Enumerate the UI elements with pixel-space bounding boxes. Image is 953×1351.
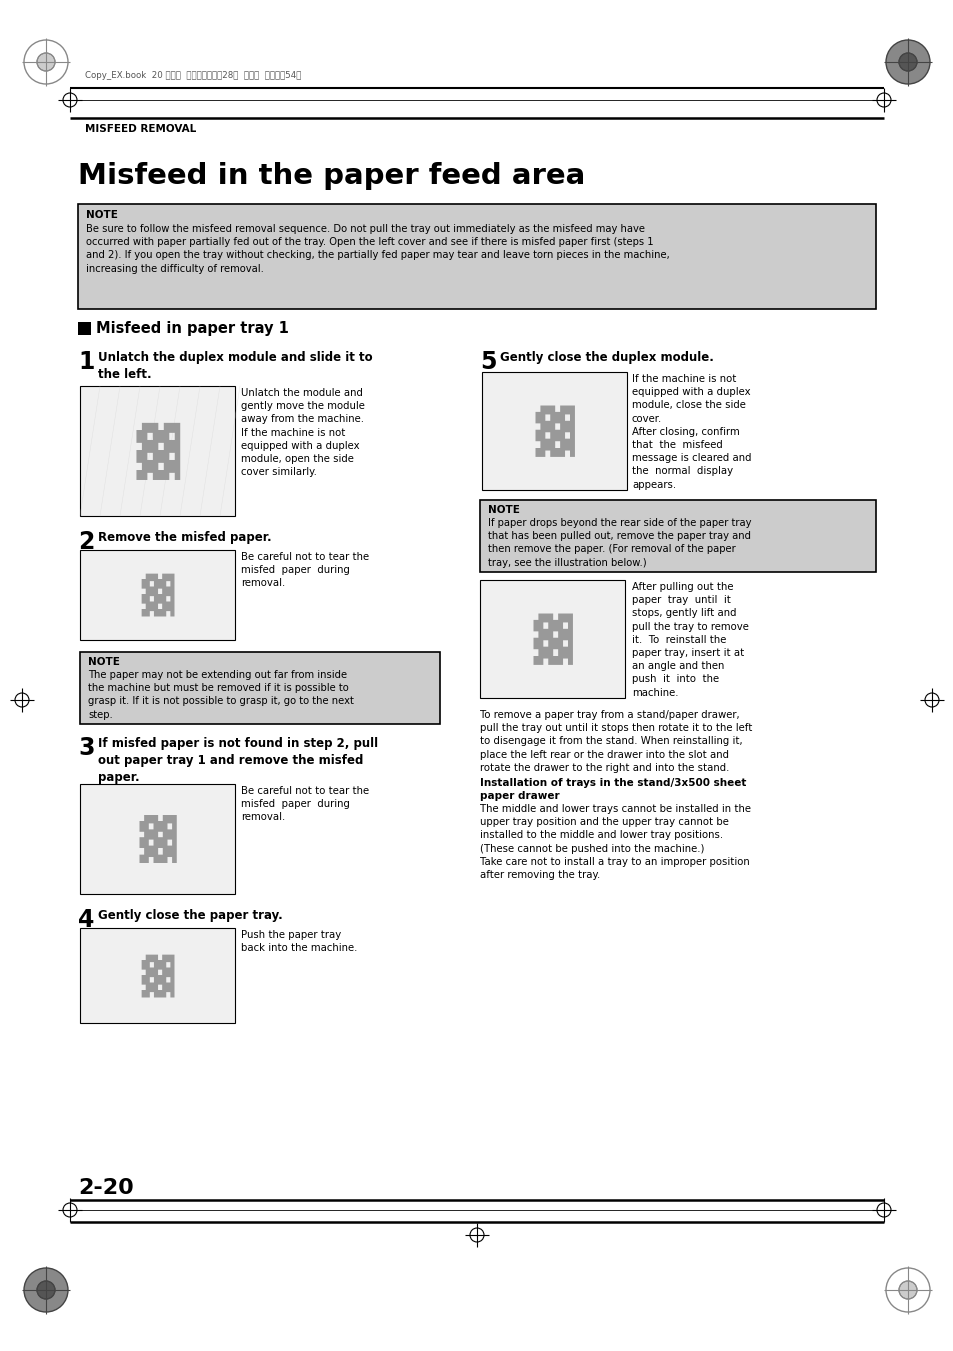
- Bar: [80, 653, 439, 724]
- Text: To remove a paper tray from a stand/paper drawer,
pull the tray out until it sto: To remove a paper tray from a stand/pape…: [479, 711, 752, 773]
- Bar: [78, 322, 91, 335]
- Text: Unlatch the module and
gently move the module
away from the machine.
If the mach: Unlatch the module and gently move the m…: [241, 388, 364, 477]
- Text: Remove the misfed paper.: Remove the misfed paper.: [98, 531, 272, 544]
- Text: 2: 2: [78, 530, 94, 554]
- Bar: [479, 580, 624, 698]
- Text: Misfeed in the paper feed area: Misfeed in the paper feed area: [78, 162, 584, 190]
- Text: Be careful not to tear the
misfed  paper  during
removal.: Be careful not to tear the misfed paper …: [241, 553, 369, 589]
- Text: ▓: ▓: [136, 423, 178, 480]
- Text: 4: 4: [78, 908, 94, 932]
- Text: Be careful not to tear the
misfed  paper  during
removal.: Be careful not to tear the misfed paper …: [241, 786, 369, 823]
- Text: MISFEED REMOVAL: MISFEED REMOVAL: [85, 124, 196, 134]
- Text: Gently close the paper tray.: Gently close the paper tray.: [98, 909, 282, 921]
- Bar: [479, 500, 875, 571]
- Text: The middle and lower trays cannot be installed in the
upper tray position and th: The middle and lower trays cannot be ins…: [479, 804, 750, 880]
- Text: 3: 3: [78, 736, 94, 761]
- Bar: [80, 928, 234, 1023]
- Text: Be sure to follow the misfeed removal sequence. Do not pull the tray out immedia: Be sure to follow the misfeed removal se…: [86, 224, 669, 274]
- Text: NOTE: NOTE: [488, 505, 519, 515]
- Text: 2-20: 2-20: [78, 1178, 133, 1198]
- Text: ▓: ▓: [141, 954, 173, 997]
- Text: NOTE: NOTE: [86, 209, 118, 220]
- Text: ▓: ▓: [141, 574, 173, 616]
- Circle shape: [885, 41, 929, 84]
- Circle shape: [24, 1269, 68, 1312]
- Text: NOTE: NOTE: [88, 657, 120, 667]
- Text: Copy_EX.book  20 ページ  ２００４年９月28日  火曜日  午後９時54分: Copy_EX.book 20 ページ ２００４年９月28日 火曜日 午後９時5…: [85, 72, 301, 80]
- Text: Gently close the duplex module.: Gently close the duplex module.: [499, 351, 713, 363]
- Text: After pulling out the
paper  tray  until  it
stops, gently lift and
pull the tra: After pulling out the paper tray until i…: [631, 582, 748, 697]
- Text: ▓: ▓: [533, 613, 571, 665]
- Text: 5: 5: [479, 350, 496, 374]
- Bar: [80, 386, 234, 516]
- Bar: [481, 372, 626, 490]
- Text: The paper may not be extending out far from inside
the machine but must be remov: The paper may not be extending out far f…: [88, 670, 354, 720]
- Text: If misfed paper is not found in step 2, pull
out paper tray 1 and remove the mis: If misfed paper is not found in step 2, …: [98, 738, 377, 784]
- Text: Installation of trays in the stand/3x500 sheet
paper drawer: Installation of trays in the stand/3x500…: [479, 778, 745, 801]
- Text: Misfeed in paper tray 1: Misfeed in paper tray 1: [96, 322, 289, 336]
- Text: 1: 1: [78, 350, 94, 374]
- Text: ▓: ▓: [535, 405, 573, 457]
- Circle shape: [37, 53, 55, 72]
- Circle shape: [898, 53, 916, 72]
- Bar: [80, 550, 234, 640]
- Text: ▓: ▓: [139, 815, 175, 863]
- Text: Unlatch the duplex module and slide it to
the left.: Unlatch the duplex module and slide it t…: [98, 351, 373, 381]
- Circle shape: [898, 1281, 916, 1300]
- Bar: [78, 204, 875, 309]
- Text: If paper drops beyond the rear side of the paper tray
that has been pulled out, : If paper drops beyond the rear side of t…: [488, 517, 751, 567]
- Circle shape: [37, 1281, 55, 1300]
- Bar: [80, 784, 234, 894]
- Text: If the machine is not
equipped with a duplex
module, close the side
cover.
After: If the machine is not equipped with a du…: [631, 374, 751, 489]
- Text: Push the paper tray
back into the machine.: Push the paper tray back into the machin…: [241, 929, 357, 954]
